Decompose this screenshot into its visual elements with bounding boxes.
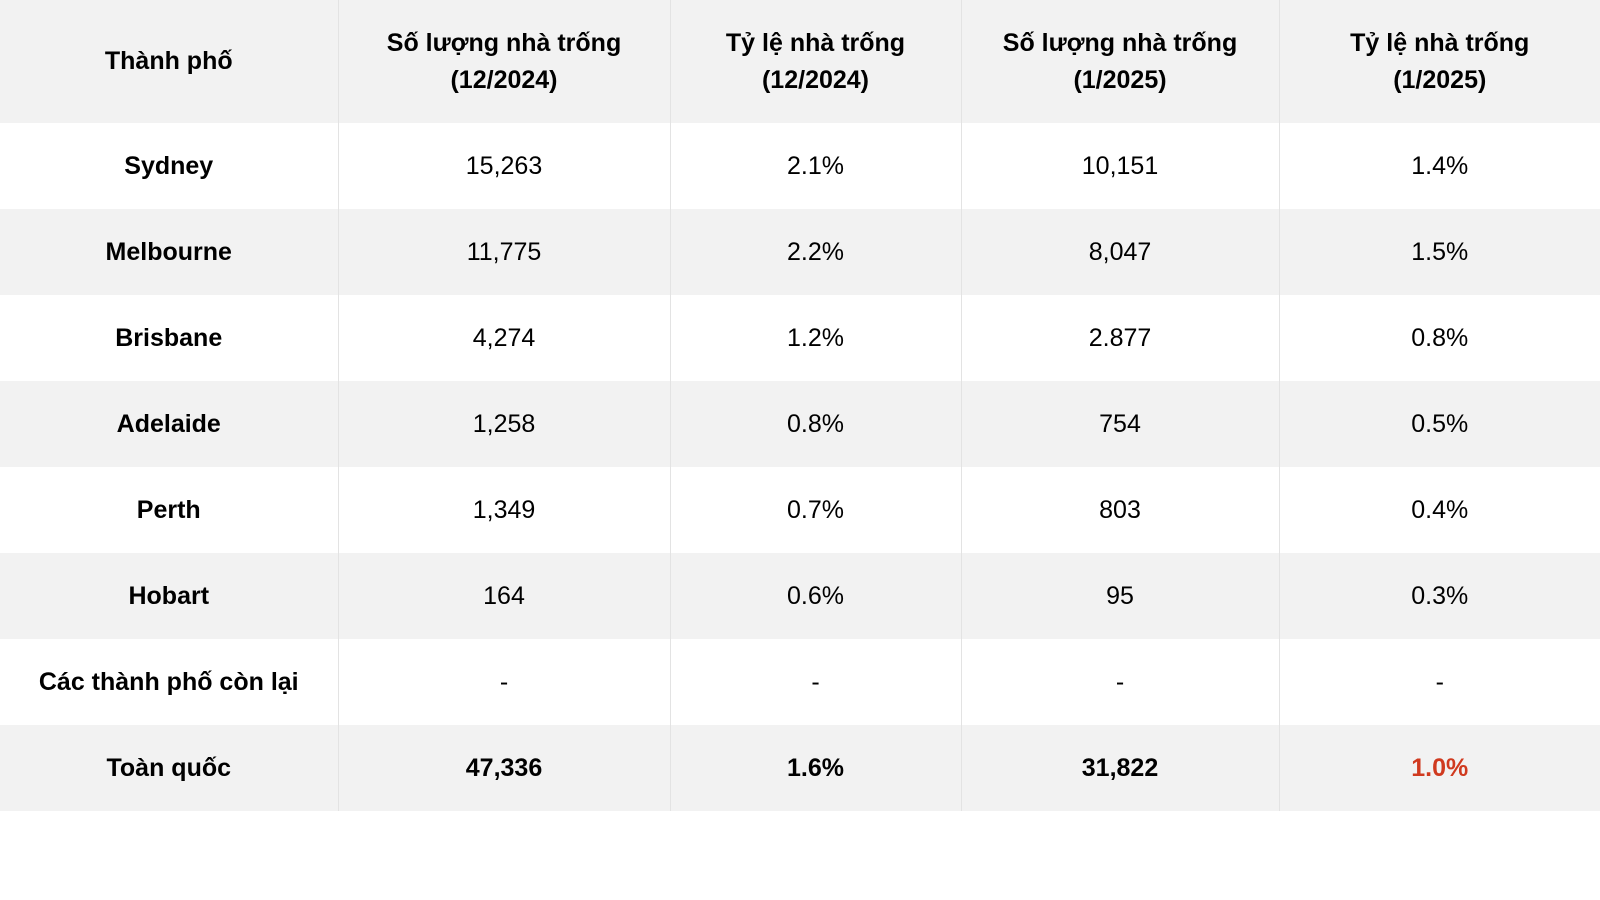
count-jan-cell: 10,151 (960, 123, 1279, 209)
count-jan-cell: 2.877 (960, 295, 1279, 381)
table-row: Brisbane 4,274 1.2% 2.877 0.8% (0, 295, 1600, 381)
count-jan-cell: 95 (960, 553, 1279, 639)
total-row: Toàn quốc 47,336 1.6% 31,822 1.0% (0, 725, 1600, 811)
city-cell: Các thành phố còn lại (38, 667, 299, 696)
header-label-line2: (12/2024) (761, 65, 870, 94)
rate-jan-cell: 1.5% (1278, 209, 1600, 295)
header-label-line1: Số lượng nhà trống (386, 28, 622, 57)
total-city-cell: Toàn quốc (106, 753, 232, 782)
rate-jan-cell: 0.3% (1278, 553, 1600, 639)
table-row: Sydney 15,263 2.1% 10,151 1.4% (0, 123, 1600, 209)
rate-jan-cell: - (1278, 639, 1600, 725)
rate-jan-cell: 0.5% (1278, 381, 1600, 467)
table-header-row: Thành phố Số lượng nhà trống (12/2024) T… (0, 0, 1600, 123)
header-rate-jan: Tỷ lệ nhà trống (1/2025) (1278, 0, 1600, 123)
city-cell: Brisbane (115, 323, 223, 352)
total-rate-jan-cell: 1.0% (1278, 725, 1600, 811)
table-row: Adelaide 1,258 0.8% 754 0.5% (0, 381, 1600, 467)
rate-jan-cell: 0.4% (1278, 467, 1600, 553)
rate-dec-cell: 1.2% (669, 295, 961, 381)
city-cell: Melbourne (105, 237, 232, 266)
city-cell: Adelaide (116, 409, 221, 438)
total-count-jan-cell: 31,822 (960, 725, 1279, 811)
rate-dec-cell: 0.8% (669, 381, 961, 467)
rate-jan-cell: 1.4% (1278, 123, 1600, 209)
header-count-jan: Số lượng nhà trống (1/2025) (960, 0, 1279, 123)
header-label-line1: Tỷ lệ nhà trống (725, 28, 906, 57)
city-cell: Perth (136, 495, 201, 524)
header-city: Thành phố (0, 0, 338, 123)
header-city-label: Thành phố (104, 47, 233, 75)
header-label-line1: Số lượng nhà trống (1002, 28, 1238, 57)
rate-jan-cell: 0.8% (1278, 295, 1600, 381)
rate-dec-cell: 0.7% (669, 467, 961, 553)
count-dec-cell: 164 (337, 553, 670, 639)
vacancy-table: Thành phố Số lượng nhà trống (12/2024) T… (0, 0, 1600, 811)
count-dec-cell: 4,274 (337, 295, 670, 381)
rate-dec-cell: 2.2% (669, 209, 961, 295)
table-row: Perth 1,349 0.7% 803 0.4% (0, 467, 1600, 553)
count-dec-cell: 1,349 (337, 467, 670, 553)
count-dec-cell: - (337, 639, 670, 725)
count-dec-cell: 15,263 (337, 123, 670, 209)
header-rate-dec: Tỷ lệ nhà trống (12/2024) (669, 0, 961, 123)
header-label-line2: (12/2024) (450, 65, 558, 94)
header-label-line1: Tỷ lệ nhà trống (1350, 28, 1530, 57)
count-jan-cell: 803 (960, 467, 1279, 553)
city-cell: Hobart (128, 581, 210, 610)
header-label-line2: (1/2025) (1073, 65, 1167, 94)
table-row: Melbourne 11,775 2.2% 8,047 1.5% (0, 209, 1600, 295)
count-jan-cell: - (960, 639, 1279, 725)
rate-dec-cell: - (669, 639, 961, 725)
table-row: Các thành phố còn lại - - - - (0, 639, 1600, 725)
rate-dec-cell: 0.6% (669, 553, 961, 639)
header-count-dec: Số lượng nhà trống (12/2024) (337, 0, 670, 123)
city-cell: Sydney (124, 151, 214, 180)
table-row: Hobart 164 0.6% 95 0.3% (0, 553, 1600, 639)
rate-dec-cell: 2.1% (669, 123, 961, 209)
total-rate-dec-cell: 1.6% (669, 725, 961, 811)
count-jan-cell: 754 (960, 381, 1279, 467)
count-dec-cell: 11,775 (337, 209, 670, 295)
header-label-line2: (1/2025) (1393, 65, 1487, 94)
total-count-dec-cell: 47,336 (337, 725, 670, 811)
count-jan-cell: 8,047 (960, 209, 1279, 295)
count-dec-cell: 1,258 (337, 381, 670, 467)
